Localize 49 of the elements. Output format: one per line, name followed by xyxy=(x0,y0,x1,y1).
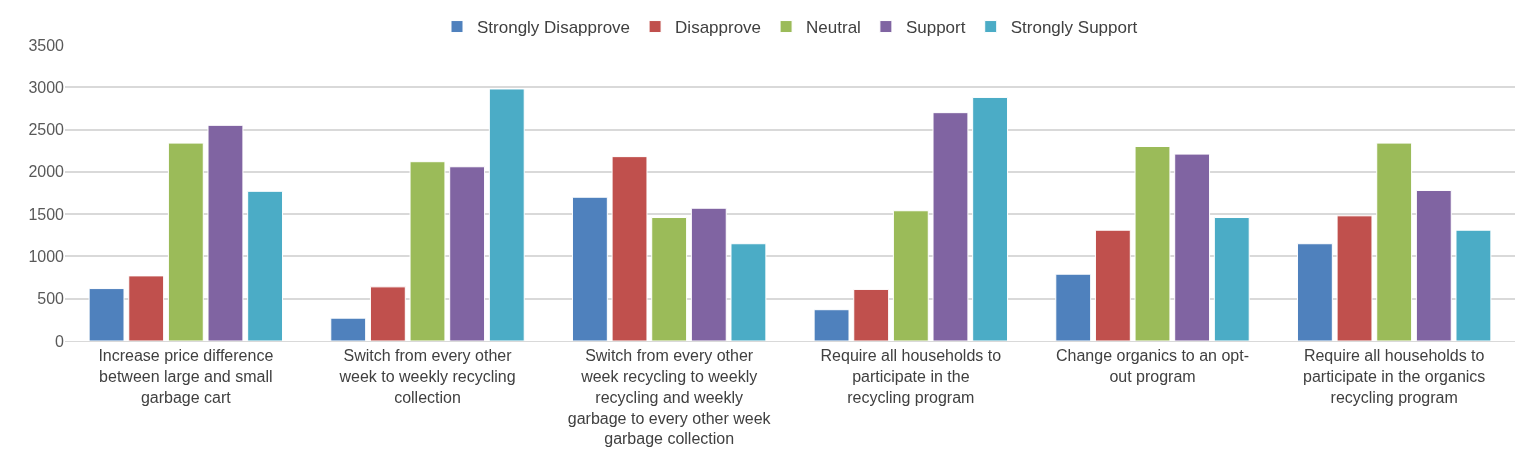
bar xyxy=(1296,243,1333,341)
y-tick-label: 1500 xyxy=(28,205,65,223)
bar xyxy=(369,286,406,341)
bar xyxy=(690,207,727,341)
bar xyxy=(813,309,850,341)
bar xyxy=(730,243,767,341)
bar xyxy=(207,124,244,341)
legend-label: Strongly Disapprove xyxy=(477,18,631,38)
bar xyxy=(1094,229,1131,341)
bar xyxy=(932,112,969,341)
bar xyxy=(488,88,525,341)
bar xyxy=(167,142,204,341)
bar xyxy=(1174,153,1211,341)
bar xyxy=(892,210,929,341)
bar xyxy=(1376,142,1413,341)
x-tick-label: Switch from every other week to weekly recycling collection xyxy=(338,347,516,406)
bar xyxy=(449,166,486,341)
x-tick-label: Increase price difference between large and small garbage cart xyxy=(98,347,274,406)
x-tick-label: Change organics to an opt-out program xyxy=(1055,347,1250,385)
legend-label: Disapprove xyxy=(675,18,762,38)
bar xyxy=(651,217,688,341)
y-tick-label: 3000 xyxy=(28,78,65,96)
y-tick-label: 2000 xyxy=(28,163,65,181)
bar xyxy=(247,190,284,341)
bar xyxy=(128,275,165,341)
bar xyxy=(1336,215,1373,341)
bar xyxy=(571,196,608,341)
y-tick-label: 0 xyxy=(55,332,65,350)
y-tick-label: 500 xyxy=(37,290,65,308)
bar xyxy=(409,161,446,341)
bar xyxy=(1415,189,1452,341)
bar xyxy=(1055,273,1092,341)
bar xyxy=(1455,229,1492,341)
x-tick-label: Switch from every other week recycling to weekly recycling and weekly garbage to every other week garbage collection xyxy=(567,347,772,448)
bar xyxy=(88,288,125,341)
bar xyxy=(611,156,648,341)
legend-label: Strongly Support xyxy=(1010,18,1138,38)
x-tick-label: Require all households to participate in the recycling program xyxy=(820,347,1002,406)
x-tick-label: Require all households to participate in the organics recycling program xyxy=(1303,347,1486,406)
bar xyxy=(853,288,890,341)
legend-label: Neutral xyxy=(806,18,861,38)
bar xyxy=(330,317,367,341)
bar xyxy=(1213,217,1250,341)
y-tick-label: 1000 xyxy=(28,248,65,266)
bar xyxy=(972,96,1009,341)
legend-label: Support xyxy=(905,18,966,38)
bar xyxy=(1134,145,1171,341)
y-tick-label: 3500 xyxy=(28,36,65,54)
y-tick-label: 2500 xyxy=(28,121,65,139)
